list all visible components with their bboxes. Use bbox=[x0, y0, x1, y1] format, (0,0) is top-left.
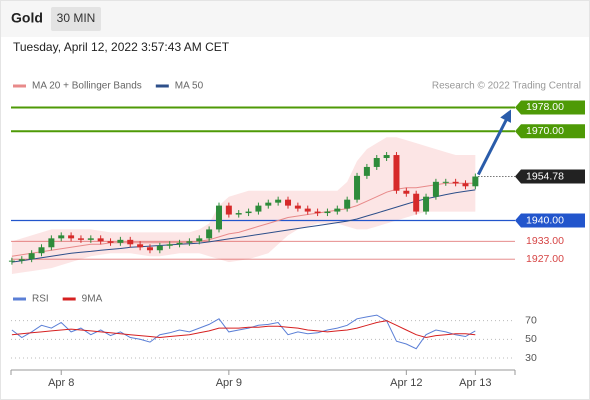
subtitle: Tuesday, April 12, 2022 3:57:43 AM CET bbox=[13, 40, 230, 54]
level-label: 1970.00 bbox=[526, 125, 564, 137]
level-box bbox=[515, 124, 585, 139]
level-label: 1978.00 bbox=[526, 101, 564, 113]
candle bbox=[127, 239, 134, 245]
legend-label: 9MA bbox=[82, 294, 103, 305]
y-tick-label: 50 bbox=[525, 333, 537, 345]
candle bbox=[87, 238, 94, 240]
candle bbox=[373, 158, 380, 167]
source: Research © 2022 Trading Central bbox=[432, 81, 581, 92]
candle bbox=[156, 245, 163, 251]
candle bbox=[48, 238, 55, 248]
candle bbox=[403, 190, 410, 194]
candle bbox=[265, 202, 272, 206]
y-tick-label: 70 bbox=[525, 314, 537, 326]
rsi-line bbox=[11, 314, 476, 350]
candle bbox=[77, 238, 84, 240]
y-tick-label: 30 bbox=[525, 352, 537, 364]
candle bbox=[393, 155, 400, 191]
candle bbox=[97, 238, 104, 242]
x-tick-label: Apr 8 bbox=[48, 377, 74, 389]
candle bbox=[383, 155, 390, 159]
candle bbox=[215, 205, 222, 230]
candle bbox=[294, 205, 301, 209]
level-box bbox=[515, 100, 585, 115]
candle bbox=[8, 260, 15, 262]
candle bbox=[255, 205, 262, 212]
candle bbox=[462, 183, 469, 187]
candle bbox=[146, 247, 153, 251]
legend-swatch bbox=[13, 84, 26, 88]
x-tick-label: Apr 9 bbox=[216, 377, 242, 389]
timeframe-badge[interactable] bbox=[51, 7, 101, 31]
candle bbox=[245, 211, 252, 214]
forecast-arrow bbox=[477, 115, 510, 176]
candle bbox=[334, 208, 341, 212]
candle bbox=[225, 205, 232, 215]
candle bbox=[432, 181, 439, 197]
candle bbox=[285, 199, 292, 206]
candle bbox=[206, 229, 213, 239]
level-label: 1933.00 bbox=[526, 235, 564, 247]
rsi-line bbox=[11, 320, 476, 339]
level-box bbox=[515, 213, 585, 228]
chart-title: Gold bbox=[11, 10, 43, 26]
candle bbox=[137, 244, 144, 248]
legend-label: MA 20 + Bollinger Bands bbox=[32, 81, 142, 92]
candle bbox=[344, 199, 351, 209]
candle bbox=[275, 199, 282, 203]
level-box bbox=[515, 169, 585, 184]
legend-label: MA 50 bbox=[175, 81, 204, 92]
candle bbox=[176, 242, 183, 245]
legend-label: RSI bbox=[32, 294, 49, 305]
candle bbox=[304, 208, 311, 212]
level-label: 1940.00 bbox=[526, 214, 564, 226]
candle bbox=[38, 247, 45, 254]
legend-swatch bbox=[62, 297, 76, 301]
level-label: 1954.78 bbox=[526, 170, 564, 182]
candle bbox=[413, 193, 420, 212]
candle bbox=[196, 238, 203, 242]
timeframe[interactable]: 30 MIN bbox=[57, 11, 96, 25]
candle bbox=[354, 175, 361, 200]
candle bbox=[442, 181, 449, 183]
forecast-arrow-head bbox=[500, 109, 511, 123]
x-tick-label: Apr 12 bbox=[390, 377, 422, 389]
candle bbox=[472, 176, 479, 187]
candle bbox=[107, 241, 114, 243]
candle bbox=[117, 239, 124, 243]
legend-swatch bbox=[13, 297, 26, 301]
candle bbox=[28, 253, 35, 260]
candle bbox=[363, 166, 370, 176]
candle bbox=[166, 244, 173, 246]
candle bbox=[235, 213, 242, 215]
legend-swatch bbox=[155, 84, 169, 88]
candle bbox=[186, 241, 193, 243]
ma-line bbox=[11, 189, 476, 263]
candle bbox=[452, 181, 459, 184]
candle bbox=[324, 211, 331, 214]
candle bbox=[58, 235, 65, 239]
x-tick-label: Apr 13 bbox=[459, 377, 491, 389]
candle bbox=[68, 235, 75, 239]
level-label: 1927.00 bbox=[526, 253, 564, 265]
candle bbox=[423, 196, 430, 212]
candle bbox=[314, 211, 321, 214]
candle bbox=[18, 259, 25, 261]
